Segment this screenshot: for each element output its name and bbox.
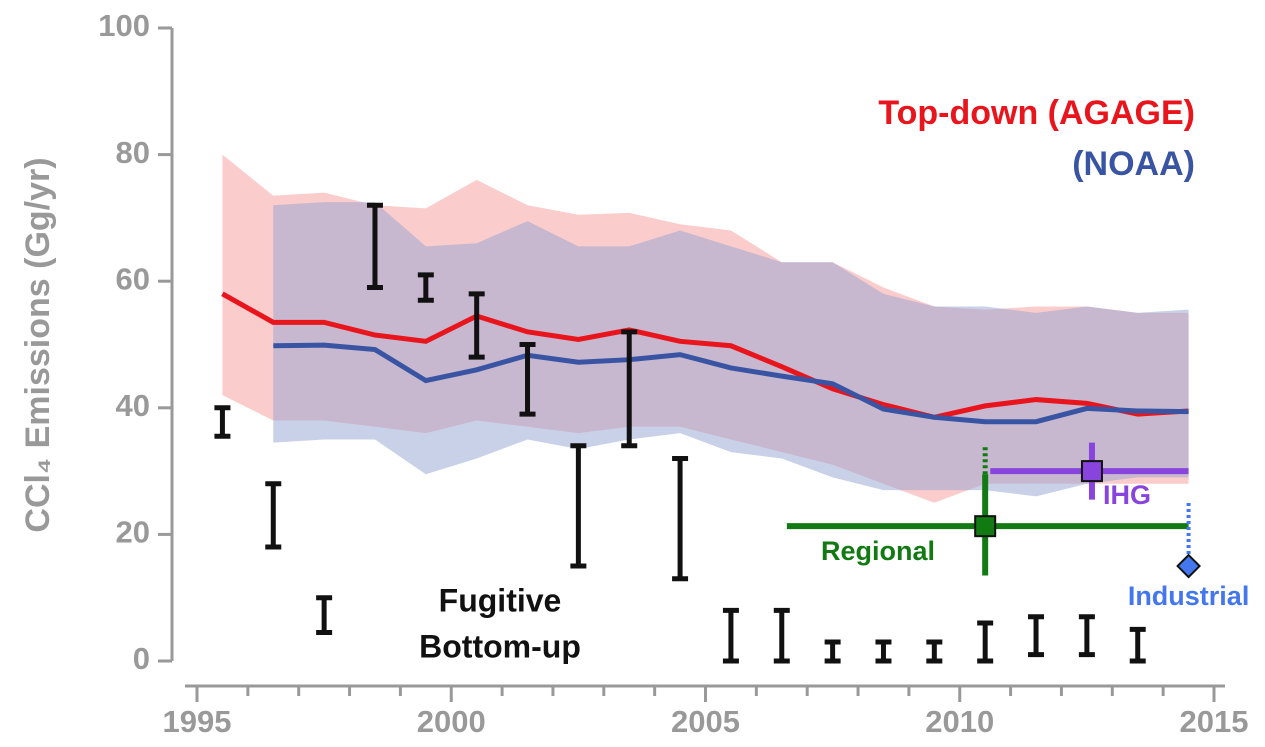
y-tick-label: 20	[116, 515, 150, 550]
y-tick-label: 40	[116, 388, 150, 423]
industrial-marker	[1176, 553, 1201, 579]
industrial-label: Industrial	[1128, 581, 1250, 611]
y-tick-label: 80	[116, 135, 150, 170]
y-tick-label: 0	[133, 641, 150, 676]
x-tick-label: 1995	[163, 704, 232, 739]
legend-agage: Top-down (AGAGE)	[878, 94, 1195, 132]
regional-label: Regional	[821, 536, 935, 566]
y-tick-label: 60	[116, 261, 150, 296]
series-line	[273, 342, 1189, 425]
y-tick-label: 100	[98, 8, 150, 43]
uncertainty-band	[273, 202, 1189, 497]
series-line	[221, 291, 1189, 420]
x-tick-label: 2005	[671, 704, 740, 739]
bottom-up-label: Bottom-up	[419, 628, 581, 664]
legend-noaa: (NOAA)	[1072, 145, 1195, 183]
x-tick-label: 2015	[1180, 704, 1249, 739]
ihg-marker	[1080, 460, 1103, 483]
x-tick-label: 2000	[417, 704, 486, 739]
x-tick-label: 2010	[925, 704, 994, 739]
y-axis-label: CCl₄ Emissions (Gg/yr)	[19, 157, 57, 532]
bottom-up-label: Fugitive	[439, 582, 562, 618]
regional-marker	[974, 515, 997, 538]
ihg-label: IHG	[1103, 480, 1151, 510]
